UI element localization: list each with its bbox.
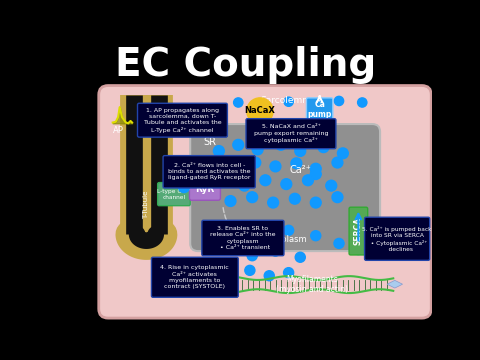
Text: 2. Ca²⁺ flows into cell -
binds to and activates the
ligand-gated RyR receptor: 2. Ca²⁺ flows into cell - binds to and a… [168, 163, 251, 180]
FancyBboxPatch shape [137, 103, 228, 137]
Circle shape [250, 157, 261, 168]
Circle shape [295, 145, 306, 156]
FancyBboxPatch shape [190, 179, 220, 200]
Circle shape [332, 157, 343, 168]
Circle shape [252, 144, 263, 155]
FancyBboxPatch shape [190, 124, 380, 251]
Circle shape [318, 142, 329, 153]
Text: L-type Ca²⁺
channel: L-type Ca²⁺ channel [157, 188, 191, 200]
Circle shape [217, 176, 228, 187]
Circle shape [214, 145, 224, 156]
FancyBboxPatch shape [152, 257, 238, 297]
Text: 4. Rise in cytoplasmic
Ca²⁺ activates
myofilaments to
contract (SYSTOLE): 4. Rise in cytoplasmic Ca²⁺ activates my… [160, 265, 229, 289]
Text: AP: AP [113, 126, 123, 135]
Circle shape [270, 246, 280, 256]
Circle shape [358, 98, 367, 107]
FancyBboxPatch shape [125, 95, 133, 234]
Circle shape [284, 97, 293, 106]
Circle shape [311, 197, 321, 208]
Circle shape [247, 251, 257, 261]
Circle shape [281, 179, 292, 189]
Circle shape [289, 193, 300, 204]
Circle shape [311, 169, 321, 180]
Polygon shape [221, 280, 237, 288]
Circle shape [229, 163, 240, 174]
Circle shape [295, 252, 305, 262]
Text: SERCA: SERCA [354, 217, 363, 245]
Text: 1. AP propagates along
sarcolemma, down T-
Tubule and activates the
L-Type Ca²⁺ : 1. AP propagates along sarcolemma, down … [144, 108, 221, 132]
Circle shape [326, 180, 336, 191]
Circle shape [258, 229, 268, 239]
Circle shape [332, 192, 343, 203]
Circle shape [264, 271, 274, 281]
Text: Cytoplasm: Cytoplasm [263, 235, 307, 244]
Circle shape [311, 231, 321, 241]
Text: NaCaX: NaCaX [244, 107, 276, 116]
FancyBboxPatch shape [99, 86, 431, 318]
Circle shape [270, 161, 281, 172]
Circle shape [337, 148, 348, 159]
Circle shape [222, 244, 232, 255]
FancyBboxPatch shape [365, 217, 430, 260]
Text: EC Coupling: EC Coupling [115, 46, 377, 84]
Circle shape [284, 267, 294, 278]
Circle shape [284, 225, 294, 235]
Text: Ca
pump: Ca pump [307, 100, 332, 119]
Circle shape [239, 180, 250, 191]
FancyBboxPatch shape [160, 95, 168, 234]
Text: 5. Ca²⁺ is pumped back
into SR via SERCA
  • Cytoplasmic Ca²⁺
    declines: 5. Ca²⁺ is pumped back into SR via SERCA… [362, 226, 432, 252]
Circle shape [247, 192, 258, 203]
FancyBboxPatch shape [163, 156, 255, 188]
Text: Ca²⁺: Ca²⁺ [289, 165, 311, 175]
Circle shape [260, 175, 271, 186]
Circle shape [245, 265, 255, 275]
Circle shape [291, 158, 302, 169]
FancyBboxPatch shape [246, 119, 336, 149]
FancyBboxPatch shape [202, 220, 284, 256]
Text: Sarcolemma: Sarcolemma [260, 96, 317, 105]
Circle shape [302, 175, 313, 186]
FancyBboxPatch shape [349, 207, 368, 255]
Text: Myofilaments
(myosin and actin): Myofilaments (myosin and actin) [276, 275, 348, 294]
Circle shape [268, 197, 278, 208]
Circle shape [234, 98, 243, 107]
Circle shape [175, 175, 185, 185]
Circle shape [233, 139, 244, 150]
Circle shape [225, 195, 236, 206]
Circle shape [179, 182, 190, 193]
Circle shape [210, 159, 220, 170]
Circle shape [334, 238, 344, 248]
Circle shape [247, 98, 273, 124]
Text: 5. NaCaX and Ca²⁺
pump export remaining
cytoplasmic Ca²⁺: 5. NaCaX and Ca²⁺ pump export remaining … [254, 124, 328, 143]
Text: 3. Enables SR to
release Ca²⁺ into the
cytoplasm
  • Ca²⁺ transient: 3. Enables SR to release Ca²⁺ into the c… [210, 226, 276, 250]
Circle shape [233, 221, 243, 231]
Text: T-Tubule: T-Tubule [144, 191, 149, 219]
Text: SR: SR [204, 137, 216, 147]
Polygon shape [387, 280, 403, 288]
FancyBboxPatch shape [306, 98, 333, 121]
Circle shape [335, 96, 344, 105]
Circle shape [276, 139, 286, 150]
Circle shape [353, 244, 363, 255]
Circle shape [311, 163, 321, 174]
Text: RyR: RyR [195, 185, 215, 194]
FancyBboxPatch shape [157, 183, 190, 206]
